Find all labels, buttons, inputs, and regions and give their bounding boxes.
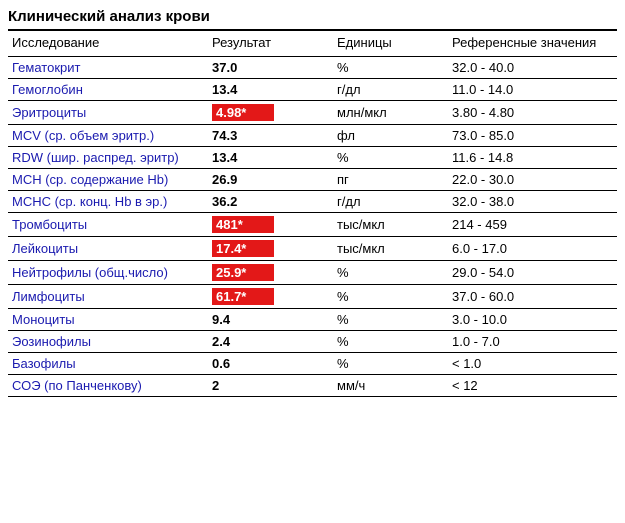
table-row: Лейкоциты17.4* тыс/мкл6.0 - 17.0 xyxy=(8,237,617,261)
test-range: 1.0 - 7.0 xyxy=(448,331,617,353)
test-range: 6.0 - 17.0 xyxy=(448,237,617,261)
test-units: млн/мкл xyxy=(333,101,448,125)
test-range: 32.0 - 38.0 xyxy=(448,191,617,213)
test-name: MCHC (ср. конц. Hb в эр.) xyxy=(8,191,208,213)
test-name: Гематокрит xyxy=(8,57,208,79)
test-units: г/дл xyxy=(333,191,448,213)
test-result: 25.9* xyxy=(208,261,333,285)
test-name: Гемоглобин xyxy=(8,79,208,101)
test-name: Лейкоциты xyxy=(8,237,208,261)
test-range: 214 - 459 xyxy=(448,213,617,237)
abnormal-flag: 25.9* xyxy=(212,264,274,281)
table-header-row: Исследование Результат Единицы Референсн… xyxy=(8,30,617,57)
table-row: MCV (ср. объем эритр.)74.3фл73.0 - 85.0 xyxy=(8,125,617,147)
test-units: мм/ч xyxy=(333,375,448,397)
test-units: % xyxy=(333,57,448,79)
test-result: 37.0 xyxy=(208,57,333,79)
test-range: 11.6 - 14.8 xyxy=(448,147,617,169)
table-row: Эозинофилы2.4%1.0 - 7.0 xyxy=(8,331,617,353)
test-units: тыс/мкл xyxy=(333,213,448,237)
test-result: 481* xyxy=(208,213,333,237)
table-row: Гематокрит37.0%32.0 - 40.0 xyxy=(8,57,617,79)
table-row: Тромбоциты481* тыс/мкл214 - 459 xyxy=(8,213,617,237)
test-result: 13.4 xyxy=(208,79,333,101)
test-name: Лимфоциты xyxy=(8,285,208,309)
test-range: 22.0 - 30.0 xyxy=(448,169,617,191)
test-range: 73.0 - 85.0 xyxy=(448,125,617,147)
test-result: 13.4 xyxy=(208,147,333,169)
test-result: 61.7* xyxy=(208,285,333,309)
test-range: 32.0 - 40.0 xyxy=(448,57,617,79)
col-header-units: Единицы xyxy=(333,30,448,57)
abnormal-flag: 17.4* xyxy=(212,240,274,257)
table-row: Базофилы0.6%< 1.0 xyxy=(8,353,617,375)
col-header-name: Исследование xyxy=(8,30,208,57)
table-row: Нейтрофилы (общ.число)25.9*%29.0 - 54.0 xyxy=(8,261,617,285)
test-name: Эозинофилы xyxy=(8,331,208,353)
test-units: % xyxy=(333,147,448,169)
test-name: Эритроциты xyxy=(8,101,208,125)
abnormal-flag: 61.7* xyxy=(212,288,274,305)
test-name: Нейтрофилы (общ.число) xyxy=(8,261,208,285)
table-row: MCHC (ср. конц. Hb в эр.)36.2г/дл32.0 - … xyxy=(8,191,617,213)
test-name: СОЭ (по Панченкову) xyxy=(8,375,208,397)
test-name: Базофилы xyxy=(8,353,208,375)
test-result: 0.6 xyxy=(208,353,333,375)
test-name: Моноциты xyxy=(8,309,208,331)
table-row: MCH (ср. содержание Hb)26.9пг22.0 - 30.0 xyxy=(8,169,617,191)
test-units: % xyxy=(333,309,448,331)
table-row: Эритроциты4.98* млн/мкл3.80 - 4.80 xyxy=(8,101,617,125)
test-units: тыс/мкл xyxy=(333,237,448,261)
abnormal-flag: 481* xyxy=(212,216,274,233)
test-name: MCH (ср. содержание Hb) xyxy=(8,169,208,191)
test-range: 37.0 - 60.0 xyxy=(448,285,617,309)
table-row: Моноциты9.4%3.0 - 10.0 xyxy=(8,309,617,331)
test-units: % xyxy=(333,261,448,285)
test-result: 17.4* xyxy=(208,237,333,261)
test-name: Тромбоциты xyxy=(8,213,208,237)
test-units: фл xyxy=(333,125,448,147)
test-units: г/дл xyxy=(333,79,448,101)
test-result: 2 xyxy=(208,375,333,397)
test-units: % xyxy=(333,353,448,375)
test-result: 2.4 xyxy=(208,331,333,353)
test-units: пг xyxy=(333,169,448,191)
test-range: 3.80 - 4.80 xyxy=(448,101,617,125)
test-result: 36.2 xyxy=(208,191,333,213)
test-result: 4.98* xyxy=(208,101,333,125)
test-range: < 1.0 xyxy=(448,353,617,375)
table-row: Лимфоциты61.7*%37.0 - 60.0 xyxy=(8,285,617,309)
test-name: MCV (ср. объем эритр.) xyxy=(8,125,208,147)
table-row: СОЭ (по Панченкову)2мм/ч< 12 xyxy=(8,375,617,397)
panel-title: Клинический анализ крови xyxy=(8,8,617,25)
col-header-range: Референсные значения xyxy=(448,30,617,57)
test-range: 11.0 - 14.0 xyxy=(448,79,617,101)
results-table: Исследование Результат Единицы Референсн… xyxy=(8,29,617,397)
table-row: Гемоглобин13.4г/дл11.0 - 14.0 xyxy=(8,79,617,101)
abnormal-flag: 4.98* xyxy=(212,104,274,121)
table-row: RDW (шир. распред. эритр)13.4%11.6 - 14.… xyxy=(8,147,617,169)
test-result: 74.3 xyxy=(208,125,333,147)
table-body: Гематокрит37.0%32.0 - 40.0Гемоглобин13.4… xyxy=(8,57,617,397)
col-header-result: Результат xyxy=(208,30,333,57)
test-units: % xyxy=(333,331,448,353)
test-range: 3.0 - 10.0 xyxy=(448,309,617,331)
test-name: RDW (шир. распред. эритр) xyxy=(8,147,208,169)
test-result: 26.9 xyxy=(208,169,333,191)
test-result: 9.4 xyxy=(208,309,333,331)
test-range: 29.0 - 54.0 xyxy=(448,261,617,285)
test-units: % xyxy=(333,285,448,309)
test-range: < 12 xyxy=(448,375,617,397)
